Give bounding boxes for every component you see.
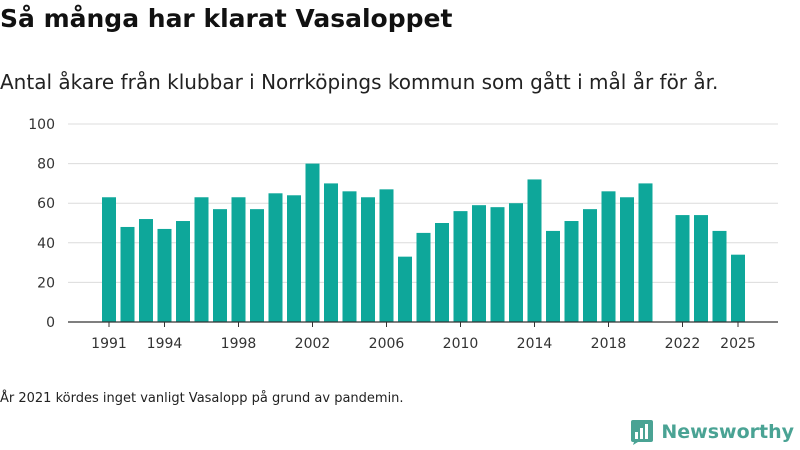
y-tick-label: 0 <box>46 315 55 331</box>
y-tick-label: 20 <box>37 275 55 291</box>
bar-1992 <box>120 226 135 322</box>
bar-1997 <box>213 209 227 322</box>
bar-2010 <box>453 211 468 322</box>
bar-2015 <box>546 230 560 322</box>
bar-1993 <box>139 219 153 322</box>
bar-1996 <box>194 197 209 322</box>
bar-2022 <box>675 215 690 322</box>
x-tick-label: 1998 <box>221 336 257 352</box>
x-tick-label: 2002 <box>295 336 331 352</box>
chart-subtitle: Antal åkare från klubbar i Norrköpings k… <box>0 70 719 94</box>
y-tick-label: 80 <box>37 157 55 173</box>
bar-1991 <box>102 197 116 322</box>
bar-2001 <box>287 195 301 322</box>
bar-2013 <box>509 203 523 322</box>
y-tick-label: 100 <box>28 117 55 133</box>
bar-2009 <box>435 223 449 322</box>
bar-2019 <box>620 197 634 322</box>
bar-1995 <box>176 221 190 322</box>
bar-1998 <box>231 197 246 322</box>
x-tick-label: 2025 <box>720 336 756 352</box>
chart-title: Så många har klarat Vasaloppet <box>0 4 453 33</box>
bar-1994 <box>157 228 172 322</box>
bar-2018 <box>601 191 616 322</box>
x-tick-label: 2018 <box>591 336 627 352</box>
bar-2003 <box>324 183 338 322</box>
bar-2023 <box>694 215 708 322</box>
bar-2006 <box>379 189 394 322</box>
x-tick-label: 2022 <box>665 336 701 352</box>
bar-2024 <box>712 230 727 322</box>
x-tick-label: 1991 <box>91 336 127 352</box>
brand-logo: Newsworthy <box>629 419 794 445</box>
bar-2025 <box>731 254 745 322</box>
bar-2014 <box>527 179 542 322</box>
bar-chart-speech-bubble-icon <box>631 420 654 445</box>
bar-2017 <box>583 209 597 322</box>
x-tick-label: 2006 <box>369 336 405 352</box>
bar-1999 <box>250 209 264 322</box>
bar-2004 <box>342 191 357 322</box>
y-tick-label: 40 <box>37 236 55 252</box>
bar-2016 <box>564 221 579 322</box>
bar-2020 <box>638 183 653 322</box>
bar-2007 <box>398 256 412 322</box>
bar-2005 <box>361 197 375 322</box>
bar-2011 <box>472 205 486 322</box>
x-tick-label: 2014 <box>517 336 553 352</box>
x-tick-label: 2010 <box>443 336 479 352</box>
brand-name: Newsworthy <box>661 421 794 443</box>
x-tick-label: 1994 <box>147 336 183 352</box>
bar-2000 <box>268 193 283 322</box>
y-tick-label: 60 <box>37 196 55 212</box>
bar-2002 <box>305 163 320 322</box>
bar-2008 <box>416 232 431 322</box>
footnote: År 2021 kördes inget vanligt Vasalopp på… <box>0 391 404 406</box>
bar-2012 <box>490 207 505 322</box>
